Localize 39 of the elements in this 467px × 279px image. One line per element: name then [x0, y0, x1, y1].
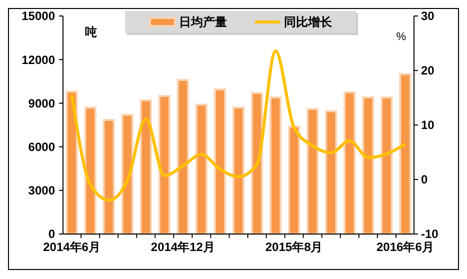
y-tick-label: 15000 — [22, 9, 56, 24]
y-tick-label: 9000 — [28, 96, 56, 110]
y-tick-label: 12000 — [22, 52, 56, 67]
legend-label: 同比增长 — [284, 15, 333, 30]
bar — [288, 125, 300, 235]
bar — [232, 106, 245, 235]
y2-tick-label: 20 — [421, 64, 435, 78]
bar — [399, 73, 412, 235]
bar — [121, 114, 134, 235]
y2-tick-label: 10 — [421, 118, 435, 132]
bar — [380, 96, 393, 235]
bar — [176, 78, 190, 235]
y2-tick-label: 30 — [421, 9, 435, 24]
y2-tick-label: 0 — [421, 172, 428, 187]
y-tick-label: 0 — [48, 227, 56, 242]
bar — [325, 110, 338, 235]
bar — [362, 96, 374, 235]
y-tick-label: 6000 — [28, 140, 56, 154]
x-tick-label: 2016年6月 — [376, 240, 434, 254]
bar — [269, 96, 282, 235]
bar — [158, 94, 171, 235]
bar — [214, 88, 226, 235]
legend-label: 日均产量 — [179, 15, 227, 30]
bar — [140, 99, 152, 235]
bar — [250, 92, 264, 235]
bar — [195, 104, 208, 235]
bar — [344, 91, 356, 235]
bar — [102, 118, 115, 235]
y2-tick-label: -10 — [421, 227, 439, 242]
y2-axis-title: % — [396, 31, 406, 43]
x-tick-label: 2014年6月 — [43, 240, 100, 254]
y-tick-label: 3000 — [28, 184, 56, 198]
line-series — [70, 49, 407, 202]
y-axis-title: 吨 — [85, 25, 97, 39]
x-tick-label: 2015年8月 — [265, 240, 323, 254]
bar — [84, 106, 96, 235]
x-tick-label: 2014年12月 — [150, 240, 215, 254]
bar — [306, 108, 319, 235]
bar — [66, 90, 78, 235]
